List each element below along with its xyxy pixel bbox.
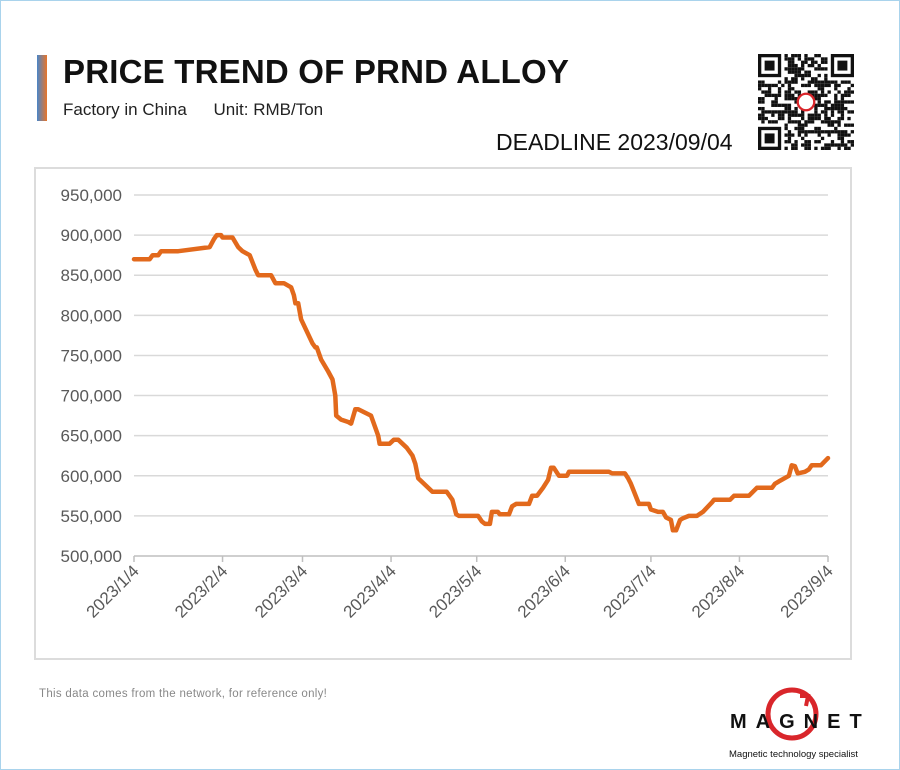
price-series-line (131, 232, 831, 533)
qr-code-icon[interactable] (758, 54, 854, 150)
logo-tagline: Magnetic technology specialist (729, 749, 858, 760)
y-tick-label: 650,000 (61, 427, 122, 446)
y-tick-label: 600,000 (61, 467, 122, 486)
line-chart: 500,000 550,000 600,000 650,000 700,000 750,0… (61, 186, 837, 622)
x-tick-label: 2023/2/4 (171, 561, 231, 621)
subtitle-location: Factory in China (63, 100, 187, 119)
y-tick-label: 950,000 (61, 186, 122, 205)
page-title: PRICE TREND OF PRND ALLOY (63, 53, 570, 90)
svg-text:MAGNET: MAGNET (730, 711, 868, 733)
x-tick-label: 2023/7/4 (600, 561, 660, 621)
disclaimer-note: This data comes from the network, for re… (39, 688, 328, 700)
x-tick-label: 2023/8/4 (688, 561, 748, 621)
magnet-logo: MAGNET (730, 687, 868, 741)
subtitle-unit: Unit: RMB/Ton (213, 100, 324, 119)
y-tick-label: 500,000 (61, 547, 122, 566)
x-tick-label: 2023/9/4 (777, 561, 837, 621)
chart-container: 500,000 550,000 600,000 650,000 700,000 750,0… (34, 167, 852, 660)
y-tick-label: 700,000 (61, 387, 122, 406)
y-tick-label: 900,000 (61, 226, 122, 245)
deadline-label: DEADLINE 2023/09/04 (496, 129, 733, 155)
y-tick-label: 750,000 (61, 346, 122, 365)
x-tick-label: 2023/5/4 (425, 561, 485, 621)
x-tick-label: 2023/3/4 (251, 561, 311, 621)
y-tick-label: 850,000 (61, 266, 122, 285)
x-tick-label: 2023/1/4 (83, 561, 143, 621)
y-tick-label: 800,000 (61, 306, 122, 325)
x-tick-label: 2023/6/4 (514, 561, 574, 621)
y-tick-label: 550,000 (61, 507, 122, 526)
subtitle: Factory in China Unit: RMB/Ton (63, 100, 323, 120)
title-accent-bar (37, 55, 47, 121)
x-tick-label: 2023/4/4 (340, 561, 400, 621)
